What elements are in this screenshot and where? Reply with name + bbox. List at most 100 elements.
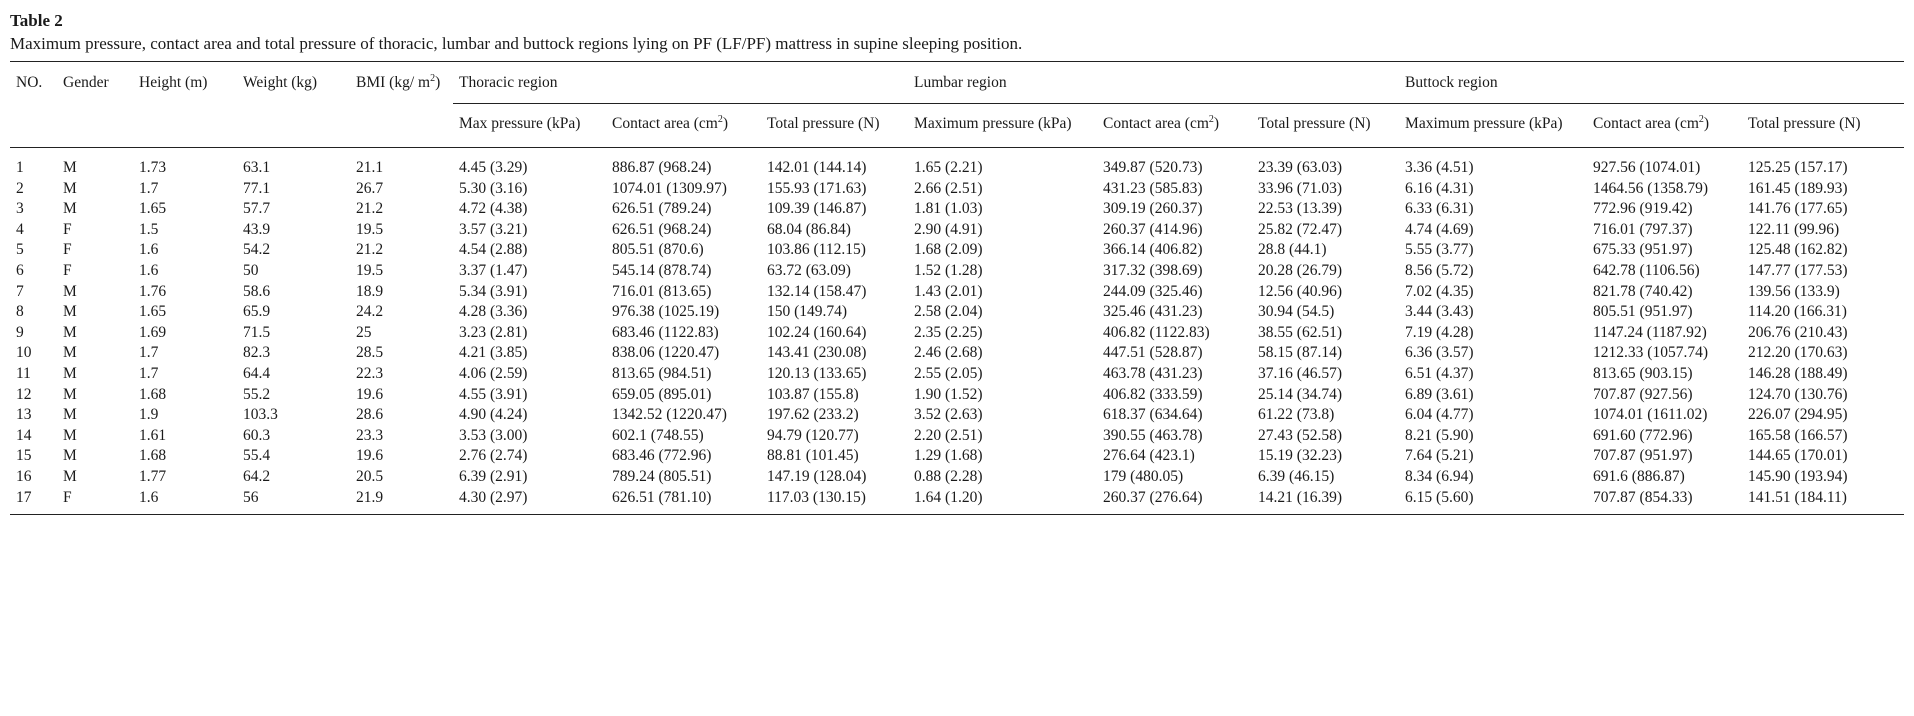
cell-lumbar-total: 58.15 (87.14) <box>1258 344 1342 362</box>
cell-height: 1.65 <box>139 303 167 321</box>
table-header: NO. Gender Height (m) Weight (kg) BMI (k… <box>10 61 1905 148</box>
cell-gender: M <box>63 179 77 197</box>
cell-buttock-area: 805.51 (951.97) <box>1593 303 1693 321</box>
cell-lumbar-area: 325.46 (431.23) <box>1103 303 1203 321</box>
cell-weight: 55.2 <box>243 385 271 403</box>
cell-thoracic-area: 716.01 (813.65) <box>612 282 712 300</box>
header-gender: Gender <box>57 61 133 148</box>
header-thoracic-area-sup: 2 <box>717 113 723 125</box>
cell-lumbar-max: 2.58 (2.04) <box>914 303 983 321</box>
cell-lumbar-max: 1.90 (1.52) <box>914 385 983 403</box>
cell-no: 6 <box>16 261 24 279</box>
header-thoracic-area-text: Contact area (cm <box>612 115 718 132</box>
table-body: 1 M 1.73 63.1 21.1 4.45 (3.29) 886.87 (968.24)… <box>10 148 1905 516</box>
cell-buttock-area: 772.96 (919.42) <box>1593 200 1693 218</box>
cell-thoracic-total: 94.79 (120.77) <box>767 426 859 444</box>
table-caption: Maximum pressure, contact area and total… <box>10 34 1023 53</box>
cell-buttock-max: 6.36 (3.57) <box>1405 344 1474 362</box>
header-bmi: BMI (kg/ m2) <box>350 61 453 148</box>
cell-thoracic-max: 4.06 (2.59) <box>459 364 528 382</box>
header-thoracic-area: Contact area (cm2) <box>606 103 761 148</box>
cell-thoracic-area: 626.51 (968.24) <box>612 220 712 238</box>
cell-no: 11 <box>16 364 31 382</box>
cell-height: 1.7 <box>139 364 159 382</box>
cell-buttock-max: 6.33 (6.31) <box>1405 200 1474 218</box>
cell-lumbar-max: 1.29 (1.68) <box>914 447 983 465</box>
cell-lumbar-total: 27.43 (52.58) <box>1258 426 1342 444</box>
cell-buttock-total: 139.56 (133.9) <box>1748 282 1840 300</box>
cell-lumbar-total: 25.82 (72.47) <box>1258 220 1342 238</box>
cell-buttock-area: 813.65 (903.15) <box>1593 364 1693 382</box>
cell-lumbar-max: 1.68 (2.09) <box>914 241 983 259</box>
cell-thoracic-max: 4.28 (3.36) <box>459 303 528 321</box>
cell-no: 12 <box>16 385 32 403</box>
cell-no: 17 <box>10 487 57 516</box>
cell-buttock-area: 691.60 (772.96) <box>1593 426 1693 444</box>
cell-lumbar-total: 33.96 (71.03) <box>1258 179 1342 197</box>
cell-buttock-total: 226.07 (294.95) <box>1748 406 1848 424</box>
cell-thoracic-area: 602.1 (748.55) <box>612 426 704 444</box>
cell-lumbar-area: 431.23 (585.83) <box>1103 179 1203 197</box>
cell-bmi: 19.6 <box>356 385 384 403</box>
cell-lumbar-max: 1.64 (1.20) <box>908 487 1098 516</box>
cell-weight: 55.4 <box>243 447 271 465</box>
table-row: 13 M 1.9 103.3 28.6 4.90 (4.24) 1342.52 (1220.… <box>10 405 1904 426</box>
cell-lumbar-total: 37.16 (46.57) <box>1258 364 1342 382</box>
cell-lumbar-area: 463.78 (431.23) <box>1103 364 1203 382</box>
cell-thoracic-max: 4.30 (2.97) <box>453 487 606 516</box>
cell-lumbar-area: 179 (480.05) <box>1103 467 1184 485</box>
header-no: NO. <box>10 61 57 148</box>
cell-weight: 43.9 <box>243 220 271 238</box>
cell-no: 5 <box>16 241 24 259</box>
cell-buttock-area: 1212.33 (1057.74) <box>1593 344 1708 362</box>
header-lumbar-area-text: Contact area (cm <box>1103 115 1209 132</box>
cell-buttock-area: 927.56 (1074.01) <box>1593 159 1701 176</box>
cell-gender: M <box>63 159 77 176</box>
header-buttock-region: Buttock region <box>1399 61 1905 104</box>
cell-thoracic-max: 4.54 (2.88) <box>459 241 528 259</box>
cell-weight: 60.3 <box>243 426 271 444</box>
cell-height: 1.65 <box>139 200 167 218</box>
cell-bmi: 21.1 <box>356 159 384 176</box>
cell-thoracic-max: 4.55 (3.91) <box>459 385 528 403</box>
cell-lumbar-area: 309.19 (260.37) <box>1103 200 1203 218</box>
cell-no: 2 <box>16 179 24 197</box>
cell-lumbar-total: 28.8 (44.1) <box>1258 241 1327 259</box>
table-row: 14 M 1.61 60.3 23.3 3.53 (3.00) 602.1 (748.55)… <box>10 426 1904 447</box>
cell-weight: 65.9 <box>243 303 271 321</box>
cell-lumbar-total: 25.14 (34.74) <box>1258 385 1342 403</box>
cell-thoracic-max: 4.21 (3.85) <box>459 344 528 362</box>
cell-lumbar-area: 244.09 (325.46) <box>1103 282 1203 300</box>
cell-thoracic-total: 147.19 (128.04) <box>767 467 867 485</box>
cell-thoracic-max: 2.76 (2.74) <box>459 447 528 465</box>
cell-buttock-total: 146.28 (188.49) <box>1748 364 1848 382</box>
cell-gender: F <box>63 220 72 238</box>
cell-lumbar-max: 1.81 (1.03) <box>914 200 983 218</box>
cell-buttock-max: 6.15 (5.60) <box>1399 487 1588 516</box>
cell-bmi: 22.3 <box>356 364 384 382</box>
cell-gender: M <box>63 467 77 485</box>
table-row: 3 M 1.65 57.7 21.2 4.72 (4.38) 626.51 (789.24)… <box>10 199 1904 220</box>
cell-thoracic-area: 1074.01 (1309.97) <box>612 179 727 197</box>
cell-buttock-total: 141.76 (177.65) <box>1748 200 1848 218</box>
header-height: Height (m) <box>133 61 237 148</box>
cell-height: 1.61 <box>139 426 167 444</box>
header-buttock-area-sup: 2 <box>1698 113 1704 125</box>
cell-no: 4 <box>16 220 24 238</box>
cell-lumbar-total: 6.39 (46.15) <box>1258 467 1335 485</box>
cell-thoracic-area: 886.87 (968.24) <box>612 159 712 176</box>
cell-lumbar-max: 2.46 (2.68) <box>914 344 983 362</box>
cell-bmi: 28.6 <box>356 406 384 424</box>
cell-bmi: 21.2 <box>356 241 384 259</box>
cell-weight: 63.1 <box>243 159 271 176</box>
cell-thoracic-area: 626.51 (781.10) <box>606 487 761 516</box>
header-lumbar-area-sup: 2 <box>1208 113 1214 125</box>
cell-gender: F <box>57 487 133 516</box>
cell-thoracic-area: 813.65 (984.51) <box>612 364 712 382</box>
cell-buttock-max: 7.02 (4.35) <box>1405 282 1474 300</box>
cell-buttock-total: 212.20 (170.63) <box>1748 344 1848 362</box>
cell-weight: 77.1 <box>243 179 271 197</box>
cell-thoracic-max: 3.53 (3.00) <box>459 426 528 444</box>
cell-thoracic-total: 63.72 (63.09) <box>767 261 851 279</box>
cell-gender: F <box>63 261 72 279</box>
